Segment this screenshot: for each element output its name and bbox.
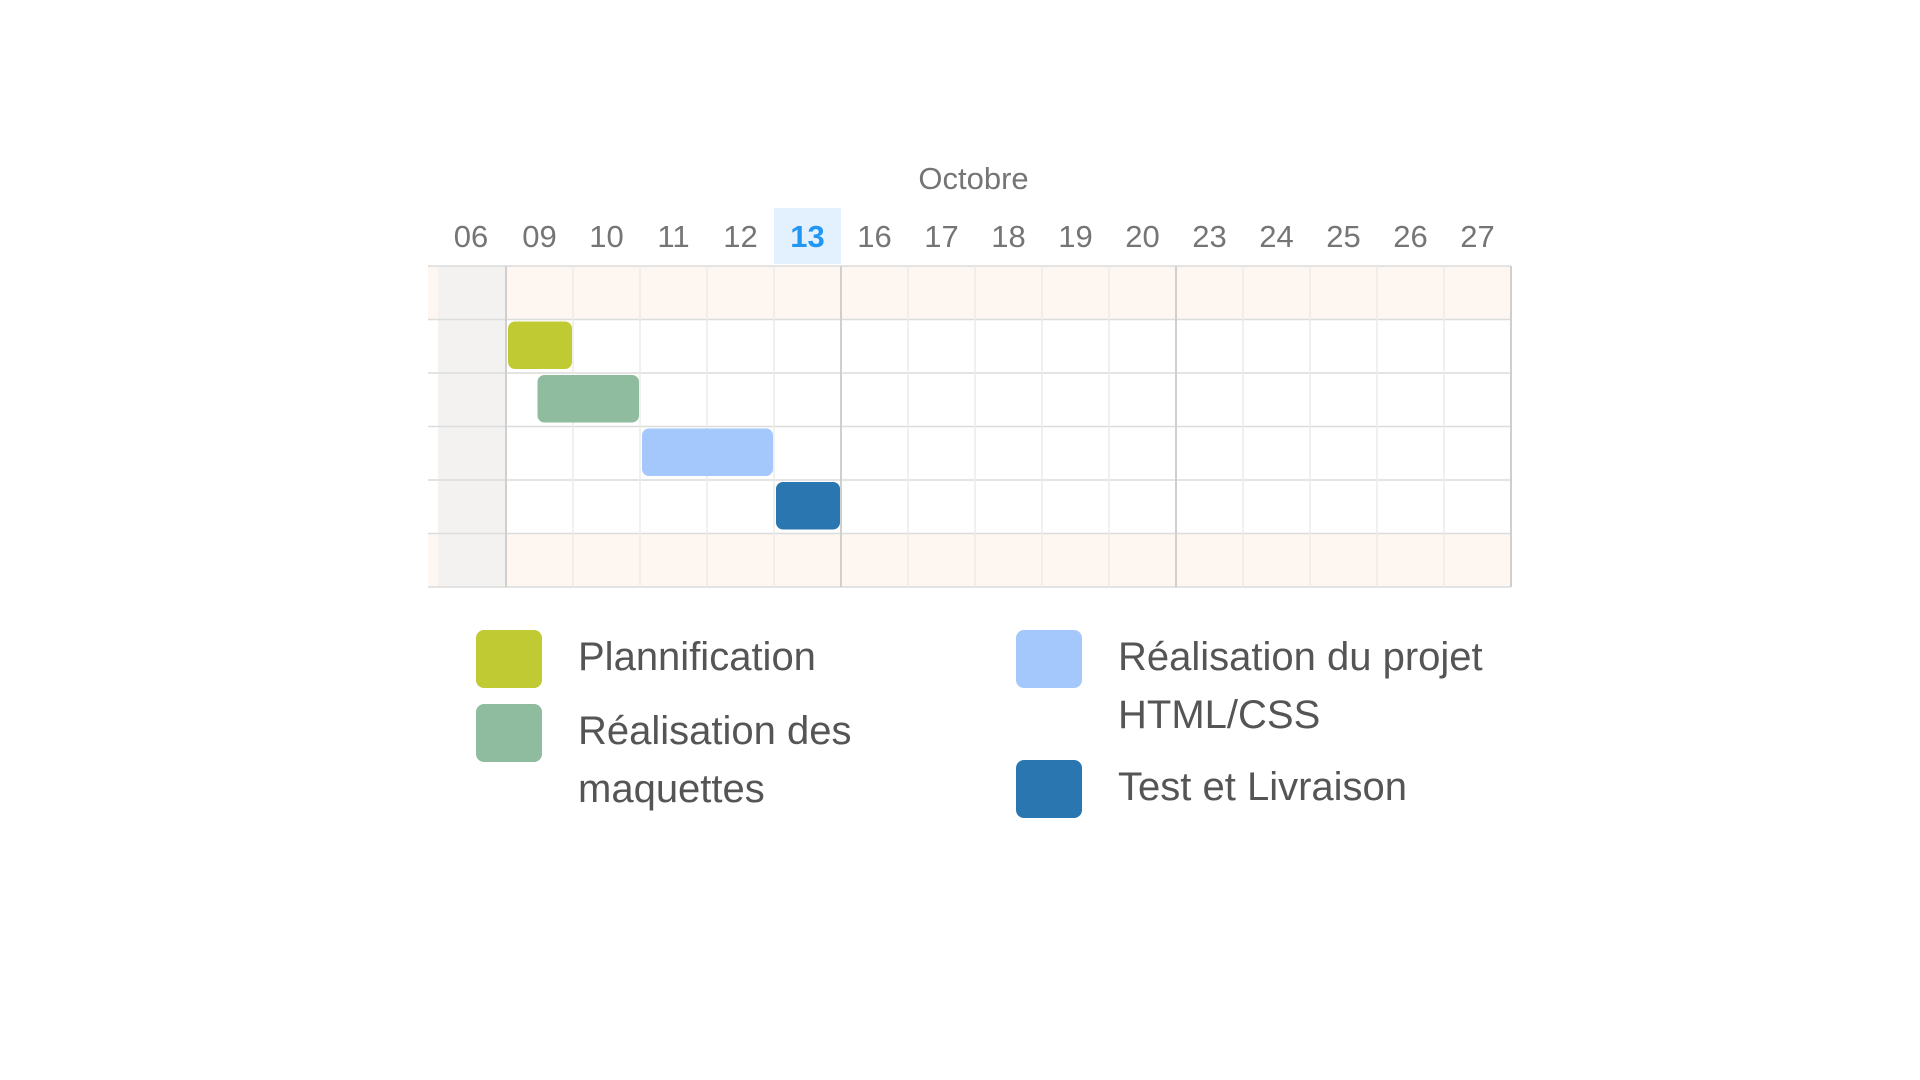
legend-swatch [476,704,542,762]
day-tick-label: 09 [522,219,556,254]
day-tick-label: 25 [1326,219,1360,254]
day-tick-label: 19 [1058,219,1092,254]
day-ticks: 06 09 10 11 12 13 16 17 18 19 20 23 24 25 26 27 [454,208,1495,264]
footer-row-band [428,533,1511,587]
today-highlight [774,208,841,264]
day-tick-label: 26 [1393,219,1427,254]
task-bar [537,375,639,423]
day-tick-label: 12 [723,219,757,254]
legend: Plannification Réalisation des maquettes… [476,628,1536,832]
day-tick-label: 11 [657,219,689,254]
day-tick-label: 23 [1192,219,1226,254]
day-tick-label: 06 [454,219,488,254]
day-tick-label: 27 [1460,219,1494,254]
month-label: Octobre [918,161,1028,196]
day-tick-label: 16 [857,219,891,254]
legend-swatch [476,630,542,688]
task-bar [776,482,840,530]
day-tick-label: 13 [790,219,824,254]
grid-lines [428,265,1512,588]
legend-label: Réalisation des maquettes [578,709,852,811]
gantt-chart: Octobre 06 09 10 11 12 13 16 17 18 19 20 23 24 25 26 27 [428,161,1512,588]
task-bars [508,321,840,530]
legend-item-test-livraison: Test et Livraison [1016,758,1536,818]
day-tick-label: 24 [1259,219,1293,254]
header-row-band [428,266,1511,320]
legend-item-plannification: Plannification [476,628,1016,688]
legend-item-projet-html-css: Réalisation du projet HTML/CSS [1016,628,1536,744]
legend-label: Plannification [578,635,816,679]
legend-swatch [1016,630,1082,688]
day-tick-label: 20 [1125,219,1159,254]
day-tick-label: 10 [589,219,623,254]
day-tick-label: 18 [991,219,1025,254]
legend-column-left: Plannification Réalisation des maquettes [476,628,1016,832]
task-bar [642,428,773,476]
legend-label: Test et Livraison [1118,765,1408,809]
day-tick-label: 17 [924,219,958,254]
legend-column-right: Réalisation du projet HTML/CSS Test et L… [1016,628,1536,832]
grid-background [428,266,1511,587]
legend-label: Réalisation du projet HTML/CSS [1118,635,1483,737]
legend-item-maquettes: Réalisation des maquettes [476,702,1016,818]
task-bar [508,321,572,369]
legend-swatch [1016,760,1082,818]
